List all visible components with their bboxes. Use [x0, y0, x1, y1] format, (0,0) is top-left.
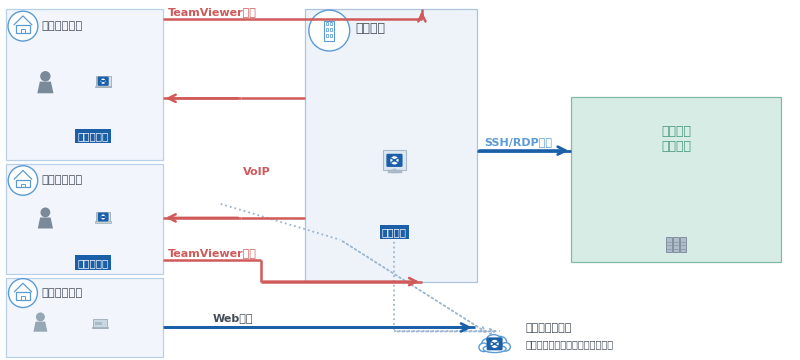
Circle shape	[390, 156, 398, 165]
FancyBboxPatch shape	[680, 237, 686, 252]
Polygon shape	[38, 217, 53, 229]
Text: 自宅　管理者: 自宅 管理者	[42, 288, 82, 298]
FancyBboxPatch shape	[486, 337, 502, 350]
Ellipse shape	[486, 335, 501, 344]
FancyBboxPatch shape	[96, 212, 110, 222]
Text: 自宅　再鑑者: 自宅 再鑑者	[42, 175, 82, 185]
FancyBboxPatch shape	[666, 237, 672, 252]
Text: VoIP: VoIP	[242, 167, 270, 177]
Circle shape	[8, 11, 38, 41]
Text: 作業対象
システム: 作業対象 システム	[661, 125, 691, 153]
FancyBboxPatch shape	[95, 321, 102, 325]
Circle shape	[101, 215, 106, 220]
Ellipse shape	[482, 338, 494, 349]
FancyBboxPatch shape	[95, 221, 111, 223]
Ellipse shape	[501, 343, 510, 351]
FancyBboxPatch shape	[98, 77, 109, 86]
Text: 録画データ: 録画データ	[78, 258, 109, 268]
Text: Web接続: Web接続	[213, 314, 254, 324]
FancyBboxPatch shape	[95, 86, 111, 87]
FancyBboxPatch shape	[6, 278, 163, 357]
Ellipse shape	[483, 345, 506, 352]
Ellipse shape	[494, 336, 506, 347]
FancyBboxPatch shape	[386, 154, 402, 167]
Circle shape	[9, 279, 38, 307]
Text: TeamViewer接続: TeamViewer接続	[168, 248, 257, 258]
Text: SSH/RDPなど: SSH/RDPなど	[485, 137, 553, 147]
FancyBboxPatch shape	[382, 150, 406, 171]
FancyBboxPatch shape	[324, 21, 334, 41]
FancyBboxPatch shape	[6, 164, 163, 274]
Circle shape	[40, 71, 50, 81]
Circle shape	[8, 166, 38, 195]
Text: TeamViewer接続: TeamViewer接続	[168, 6, 257, 17]
Circle shape	[36, 312, 45, 321]
FancyBboxPatch shape	[93, 319, 107, 328]
FancyBboxPatch shape	[306, 9, 477, 282]
FancyBboxPatch shape	[96, 76, 110, 87]
FancyBboxPatch shape	[571, 97, 781, 262]
Circle shape	[490, 340, 498, 348]
Text: 管理コンソール: 管理コンソール	[526, 323, 572, 333]
Text: 接続ログ: 接続ログ	[382, 227, 407, 237]
Text: 録画データ: 録画データ	[78, 131, 109, 141]
Text: オフィス: オフィス	[355, 22, 385, 35]
Ellipse shape	[479, 343, 489, 352]
Circle shape	[101, 78, 106, 84]
Text: （録画データ・接続ログの確認）: （録画データ・接続ログの確認）	[526, 339, 614, 349]
Polygon shape	[38, 82, 54, 93]
FancyBboxPatch shape	[98, 212, 109, 221]
Text: 自宅　作業者: 自宅 作業者	[42, 21, 82, 31]
FancyBboxPatch shape	[92, 327, 108, 328]
Circle shape	[309, 10, 350, 51]
Circle shape	[41, 207, 50, 217]
FancyBboxPatch shape	[6, 9, 163, 160]
FancyBboxPatch shape	[673, 237, 679, 252]
Polygon shape	[34, 321, 47, 332]
